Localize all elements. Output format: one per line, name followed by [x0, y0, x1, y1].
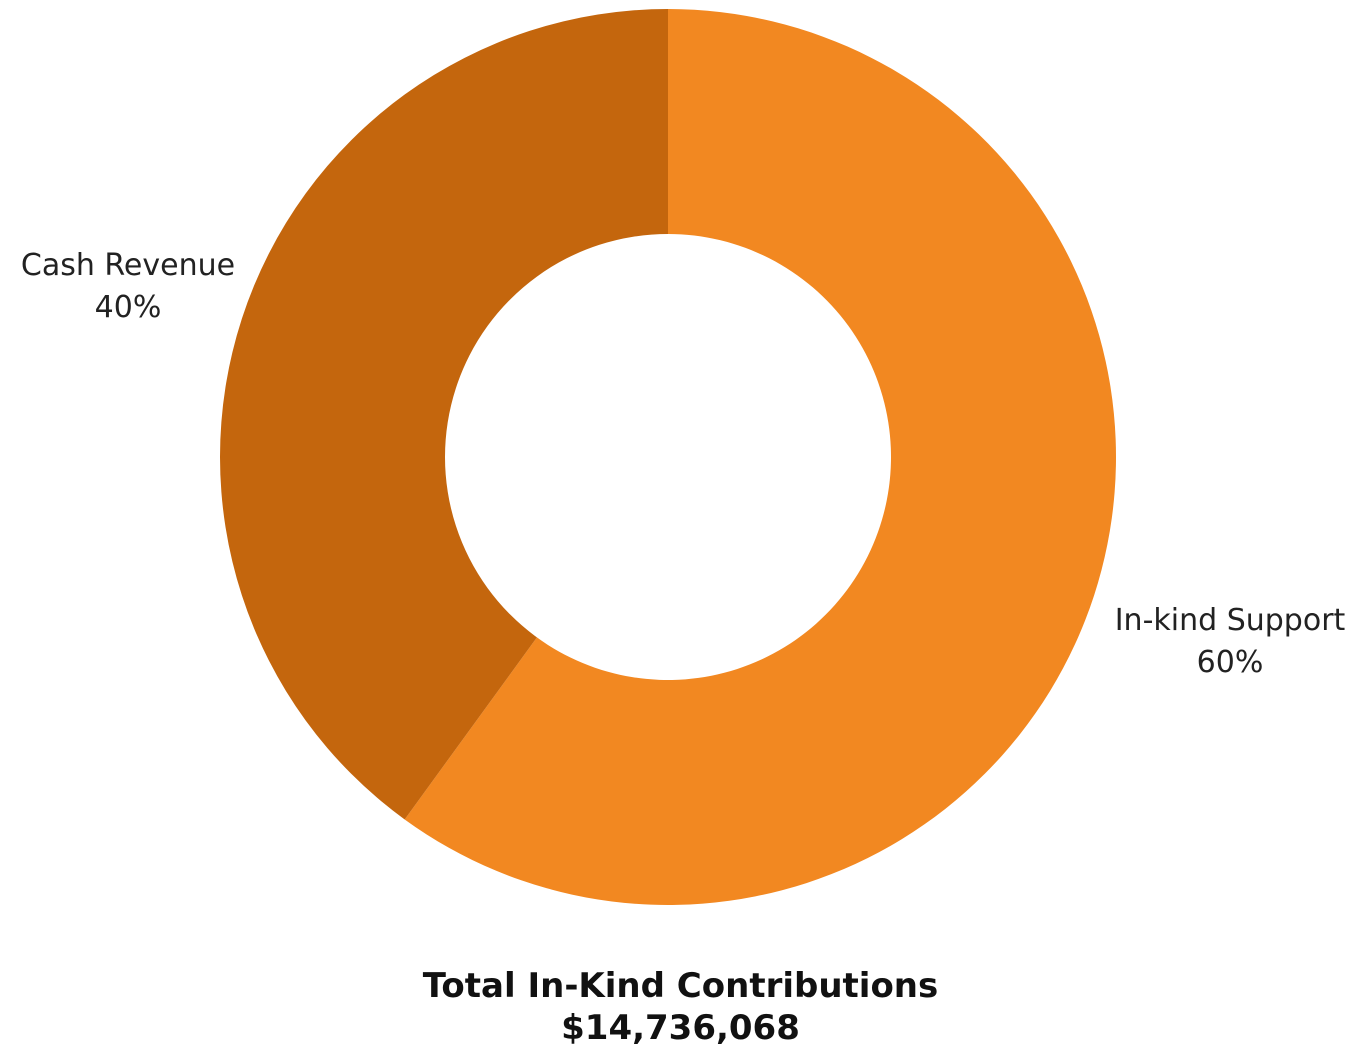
slice-in-kind-support: [404, 9, 1116, 905]
slice-cash-revenue: [219, 9, 669, 820]
slice-labels: In-kind Support 60% Cash Revenue 40%: [21, 248, 1346, 680]
donut-slices: [219, 9, 1116, 905]
chart-title: Total In-Kind Contributions: [422, 966, 939, 1006]
slice-label-name: In-kind Support: [1115, 603, 1346, 638]
slice-label-value: 60%: [1197, 645, 1264, 680]
chart-total-value: $14,736,068: [561, 1008, 800, 1048]
slice-label-value: 40%: [95, 290, 162, 325]
donut-chart: In-kind Support 60% Cash Revenue 40%: [21, 9, 1346, 905]
slice-label-name: Cash Revenue: [21, 248, 235, 283]
